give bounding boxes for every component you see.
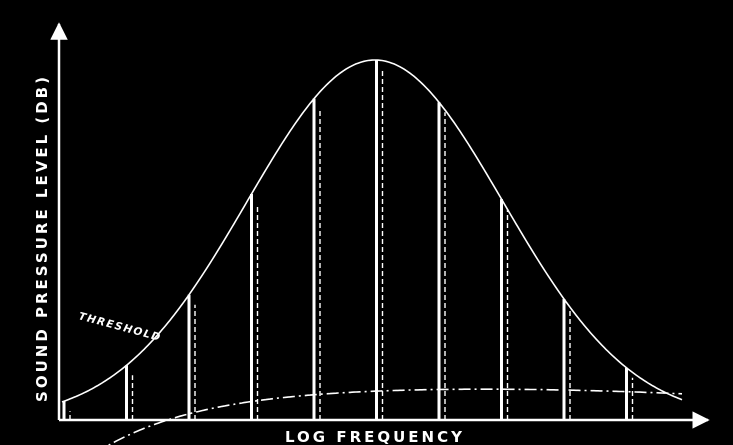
threshold-label: THRESHOLD [77,310,163,344]
component-8 [500,199,509,420]
component-4 [250,194,259,420]
component-10 [625,367,634,420]
component-3 [187,294,196,420]
spectral-components [62,60,634,420]
threshold-curve [107,388,683,445]
component-5 [312,98,321,420]
component-2 [125,365,134,420]
x-axis-label: LOG FREQUENCY [285,428,465,445]
component-1 [62,401,71,420]
component-7 [437,102,446,420]
spectrum-envelope-curve [61,59,683,403]
y-axis-label: SOUND PRESSURE LEVEL (DB) [33,74,51,402]
component-6 [375,60,384,420]
component-9 [562,299,571,420]
